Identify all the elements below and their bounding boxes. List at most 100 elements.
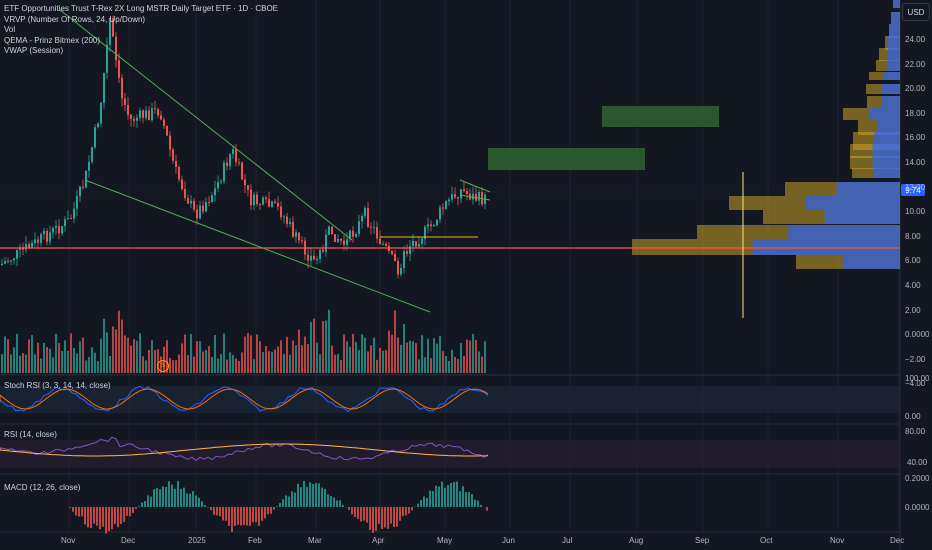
candle-body bbox=[385, 243, 387, 246]
candle-body bbox=[196, 209, 198, 219]
vp-row-up bbox=[752, 239, 900, 255]
candle-body bbox=[238, 162, 240, 164]
macd-histogram-bar bbox=[189, 493, 191, 507]
time-axis-label: Jun bbox=[502, 536, 515, 545]
volume-bar bbox=[229, 352, 231, 373]
volume-bar bbox=[325, 320, 327, 373]
candle-body bbox=[415, 241, 417, 247]
legend-indicator-qema[interactable]: QEMA - Prinz Bitmex (200) bbox=[4, 35, 101, 45]
macd-histogram-bar bbox=[240, 507, 242, 526]
macd-histogram-bar bbox=[432, 491, 434, 507]
macd-histogram-bar bbox=[423, 496, 425, 507]
volume-bar bbox=[190, 333, 192, 373]
macd-histogram-bar bbox=[213, 507, 215, 515]
candle-body bbox=[223, 162, 225, 182]
stoch-rsi-pane bbox=[0, 385, 900, 413]
macd-histogram-bar bbox=[69, 507, 71, 508]
candle-body bbox=[256, 194, 258, 205]
candle-body bbox=[478, 191, 480, 201]
candle-body bbox=[202, 205, 204, 212]
time-axis-label: Aug bbox=[629, 536, 644, 545]
time-axis-label: May bbox=[437, 536, 453, 545]
macd-histogram-bar bbox=[99, 507, 101, 530]
price-axis-label: 24.00 bbox=[905, 35, 926, 44]
price-axis-label: −4.00 bbox=[905, 379, 926, 389]
stoch-k-line bbox=[0, 385, 489, 413]
macd-histogram-bar bbox=[267, 507, 269, 515]
volume-bar bbox=[76, 353, 78, 373]
legend-indicator-vrvp[interactable]: VRVP (Number Of Rows, 24, Up/Down) bbox=[4, 14, 146, 24]
legend-title[interactable]: ETF Opportunities Trust T-Rex 2X Long MS… bbox=[4, 4, 279, 13]
volume-bar bbox=[286, 336, 288, 373]
macd-histogram-bar bbox=[324, 488, 326, 507]
candle-body bbox=[64, 219, 66, 227]
macd-histogram-bar bbox=[261, 507, 263, 521]
macd-histogram-bar bbox=[216, 507, 218, 516]
candle-body bbox=[118, 60, 120, 78]
macd-histogram-bar bbox=[327, 494, 329, 507]
legend-indicator-vol[interactable]: Vol bbox=[4, 25, 16, 34]
candle-body bbox=[4, 261, 6, 264]
volume-bar bbox=[70, 333, 72, 373]
candle-body bbox=[268, 199, 270, 207]
candle-body bbox=[211, 195, 213, 203]
volume-bar bbox=[109, 355, 111, 373]
macd-histogram-bar bbox=[90, 507, 92, 529]
stoch-rsi-label[interactable]: Stoch RSI (3, 3, 14, 14, close) bbox=[4, 381, 111, 390]
candle-body bbox=[97, 123, 99, 128]
candle-body bbox=[121, 77, 123, 99]
drawing-zones[interactable] bbox=[488, 106, 719, 170]
macd-histogram-bar bbox=[273, 507, 275, 510]
volume-bar bbox=[427, 338, 429, 373]
volume-bar bbox=[220, 354, 222, 373]
volume-bar bbox=[457, 359, 459, 373]
price-axis-label: 16.00 bbox=[905, 133, 926, 143]
candle-body bbox=[379, 238, 381, 245]
volume-bar bbox=[373, 337, 375, 373]
currency-button[interactable]: USD bbox=[902, 3, 930, 21]
candle-body bbox=[58, 226, 60, 234]
macd-histogram-bar bbox=[120, 507, 122, 525]
candle-body bbox=[370, 226, 372, 228]
rsi-label[interactable]: RSI (14, close) bbox=[4, 430, 57, 439]
volume-bar bbox=[442, 351, 444, 373]
macd-histogram-bar bbox=[285, 495, 287, 507]
volume-bar bbox=[19, 355, 21, 373]
volume-bar bbox=[169, 358, 171, 373]
macd-label[interactable]: MACD (12, 26, close) bbox=[4, 483, 81, 492]
volume-bar bbox=[172, 360, 174, 373]
macd-histogram-bar bbox=[108, 507, 110, 532]
volume-bar bbox=[64, 340, 66, 373]
candle-body bbox=[10, 260, 12, 262]
macd-histogram-bar bbox=[381, 507, 383, 530]
macd-histogram-bar bbox=[372, 507, 374, 533]
candle-body bbox=[328, 226, 330, 235]
macd-histogram-bar bbox=[384, 507, 386, 528]
candle-body bbox=[94, 127, 96, 148]
volume-bar bbox=[409, 340, 411, 373]
volume-bar bbox=[112, 326, 114, 373]
candle-body bbox=[334, 234, 336, 242]
candle-body bbox=[319, 249, 321, 259]
candle-body bbox=[481, 191, 483, 205]
volume-bar bbox=[79, 341, 81, 373]
candle-body bbox=[175, 160, 177, 168]
candle-body bbox=[259, 204, 261, 206]
candle-body bbox=[250, 189, 252, 206]
candle-body bbox=[232, 149, 234, 155]
candle-body bbox=[340, 238, 342, 241]
trend-lines[interactable] bbox=[0, 9, 900, 318]
macd-histogram-bar bbox=[210, 507, 212, 511]
volume-bar bbox=[295, 345, 297, 373]
candle-body bbox=[178, 167, 180, 180]
macd-histogram-bar bbox=[114, 507, 116, 524]
price-axis-label: 2.00 bbox=[905, 305, 921, 315]
target-zone-upper bbox=[602, 106, 719, 127]
legend-indicator-vwap[interactable]: VWAP (Session) bbox=[4, 46, 64, 55]
time-axis-label: Nov bbox=[61, 536, 76, 545]
price-axis-label: 20.00 bbox=[905, 84, 926, 94]
macd-histogram-bar bbox=[198, 497, 200, 507]
volume-bar bbox=[343, 334, 345, 373]
split-badge[interactable]: S bbox=[157, 360, 169, 372]
